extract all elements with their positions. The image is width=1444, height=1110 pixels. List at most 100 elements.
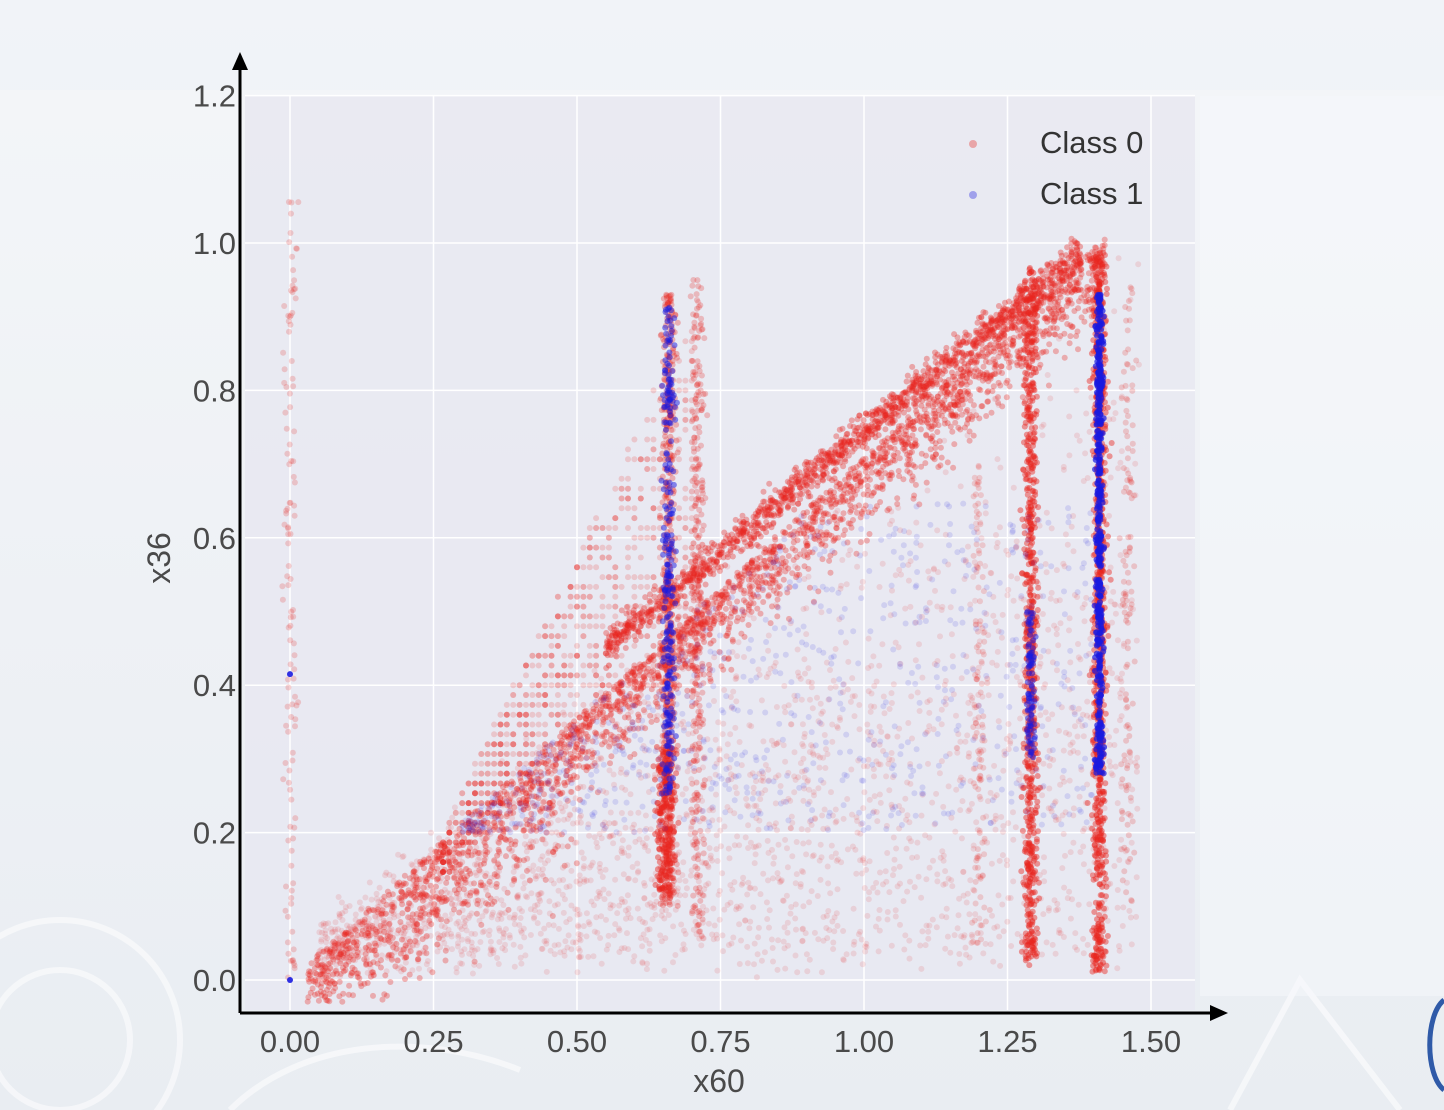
- class-0-point: [536, 895, 543, 902]
- class-0-point: [363, 925, 370, 932]
- class-0-point: [894, 733, 901, 740]
- class-0-point: [593, 564, 600, 571]
- class-0-point: [745, 622, 752, 628]
- class-0-point: [1078, 314, 1085, 321]
- class-0-point: [637, 554, 644, 561]
- class-0-point: [1050, 756, 1057, 763]
- class-0-point: [958, 933, 965, 940]
- class-0-point: [809, 750, 816, 756]
- class-0-point: [517, 943, 524, 950]
- class-0-point: [742, 917, 749, 924]
- class-0-point: [631, 751, 638, 758]
- class-0-point: [933, 790, 940, 797]
- class-0-point: [857, 478, 864, 485]
- class-0-point: [1017, 678, 1024, 685]
- class-0-point: [527, 932, 534, 938]
- class-0-point: [829, 738, 836, 745]
- class-0-point: [713, 846, 720, 853]
- class-0-point: [649, 916, 656, 923]
- class-0-point: [715, 891, 722, 898]
- class-0-point: [822, 765, 829, 771]
- class-0-point: [682, 785, 689, 792]
- class-0-point: [784, 845, 790, 852]
- class-0-point: [522, 833, 529, 840]
- class-0-point: [1000, 767, 1007, 774]
- class-0-point: [495, 839, 502, 846]
- class-0-point: [829, 918, 836, 925]
- class-0-point: [771, 854, 778, 861]
- class-0-point: [879, 641, 886, 648]
- class-0-point: [599, 603, 606, 610]
- class-0-point: [925, 568, 932, 575]
- class-0-point: [542, 692, 549, 698]
- class-0-point: [639, 918, 646, 925]
- class-0-point: [567, 603, 574, 610]
- class-0-point: [1064, 541, 1071, 548]
- class-0-point: [416, 950, 423, 957]
- class-0-point: [876, 791, 883, 798]
- class-0-point: [833, 857, 840, 864]
- class-0-point: [419, 905, 426, 912]
- class-0-point: [529, 652, 536, 659]
- class-0-point: [1104, 917, 1111, 924]
- class-0-point: [586, 534, 593, 541]
- class-0-point: [992, 826, 999, 833]
- class-0-point: [524, 855, 531, 862]
- class-0-point: [585, 919, 592, 926]
- class-0-point: [1008, 573, 1015, 580]
- class-0-point: [605, 682, 612, 689]
- class-0-point: [586, 623, 593, 630]
- class-0-point: [912, 657, 919, 664]
- class-0-point: [853, 870, 860, 877]
- class-0-point: [1134, 805, 1141, 812]
- class-0-point: [561, 948, 568, 955]
- class-0-point: [1115, 465, 1122, 472]
- class-0-point: [808, 888, 815, 895]
- class-0-point: [988, 409, 995, 416]
- class-0-point: [896, 863, 903, 870]
- class-0-point: [1118, 836, 1125, 843]
- class-0-point: [1084, 698, 1091, 705]
- class-0-point: [738, 881, 745, 888]
- class-0-point: [1039, 432, 1046, 439]
- class-0-point: [377, 935, 384, 942]
- class-0-point: [457, 960, 464, 967]
- class-0-point: [825, 908, 832, 914]
- class-0-point: [383, 869, 390, 876]
- class-0-point: [387, 930, 394, 936]
- class-0-point: [409, 911, 416, 918]
- class-0-point: [918, 965, 925, 972]
- class-0-point: [818, 969, 825, 976]
- class-0-point: [990, 612, 997, 619]
- class-0-point: [1113, 727, 1120, 734]
- class-0-point: [1076, 437, 1083, 444]
- class-0-point: [536, 744, 543, 751]
- class-0-point: [818, 609, 825, 616]
- class-0-point: [765, 632, 772, 639]
- class-0-point: [803, 605, 810, 612]
- class-0-point: [1081, 601, 1088, 608]
- class-0-point: [854, 829, 861, 836]
- class-0-point: [765, 766, 772, 773]
- class-0-point: [721, 823, 728, 830]
- class-0-point: [893, 845, 900, 852]
- class-0-point: [482, 873, 489, 879]
- class-0-point: [1070, 839, 1077, 846]
- class-0-point: [741, 654, 747, 660]
- class-0-point: [1056, 727, 1062, 734]
- class-0-point: [320, 922, 327, 929]
- class-0-point: [727, 882, 734, 889]
- class-0-point: [426, 966, 433, 973]
- class-0-point: [751, 940, 758, 947]
- class-0-point: [449, 814, 456, 821]
- class-0-point: [631, 953, 638, 960]
- class-0-point: [612, 564, 619, 571]
- class-0-point: [548, 682, 555, 689]
- class-0-point: [828, 842, 835, 849]
- class-0-point: [809, 705, 816, 712]
- class-0-point: [832, 646, 839, 652]
- class-0-point: [907, 878, 913, 885]
- class-0-point: [650, 456, 657, 463]
- class-0-point: [610, 902, 617, 909]
- class-0-point: [637, 525, 644, 531]
